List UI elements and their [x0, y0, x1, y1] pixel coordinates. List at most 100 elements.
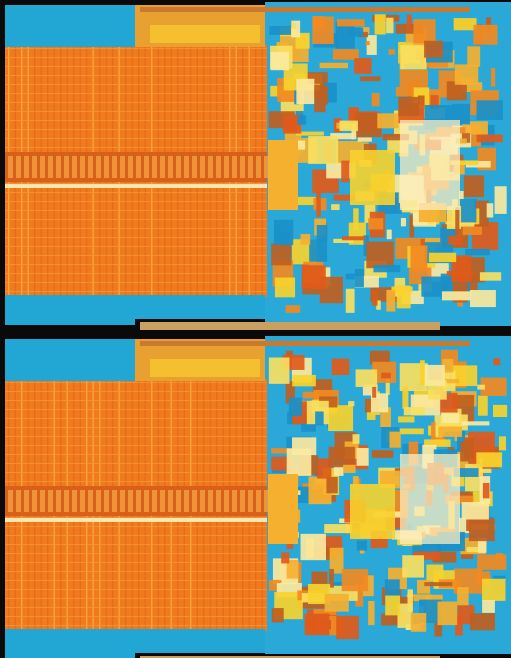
logic-block	[268, 140, 298, 210]
logic-block	[400, 45, 426, 69]
logic-block	[324, 524, 352, 533]
logic-block	[389, 432, 400, 448]
logic-block	[269, 358, 290, 384]
cache-row	[5, 273, 267, 274]
cache-cell	[64, 156, 69, 178]
die-photo	[0, 0, 511, 658]
logic-block	[431, 422, 436, 439]
cache-cell	[176, 156, 181, 178]
cache-cell	[192, 156, 197, 178]
cache-cell	[160, 156, 165, 178]
cache-cell	[168, 156, 173, 178]
logic-block	[272, 608, 284, 622]
cache-row	[5, 264, 267, 265]
logic-block	[360, 76, 380, 81]
logic-block	[309, 265, 326, 289]
cache-cell	[48, 156, 53, 178]
logic-block	[476, 452, 502, 467]
logic-block	[353, 434, 360, 444]
cache-row	[5, 400, 267, 401]
cache-cell	[104, 490, 109, 512]
cache-row	[5, 75, 267, 76]
cache-cell	[144, 490, 149, 512]
cache-row	[5, 246, 267, 247]
logic-block	[372, 93, 380, 106]
cache-cell	[256, 156, 261, 178]
cache-row	[5, 237, 267, 238]
cache-row	[5, 138, 267, 139]
logic-block	[366, 41, 370, 45]
logic-block	[328, 405, 353, 431]
logic-block	[470, 290, 496, 307]
logic-block	[455, 207, 459, 234]
cache-row	[5, 255, 267, 256]
cache-row	[5, 391, 267, 392]
cache-row	[5, 598, 267, 599]
cache-cell	[8, 156, 13, 178]
io-strip	[140, 322, 440, 330]
logic-block	[465, 249, 490, 255]
logic-block	[477, 135, 503, 143]
logic-block	[337, 19, 365, 26]
cache-cell	[56, 156, 61, 178]
logic-block	[464, 175, 484, 197]
cache-cell	[200, 490, 205, 512]
cache-cell	[136, 490, 141, 512]
cyan-block	[135, 629, 265, 653]
logic-block	[339, 121, 357, 131]
logic-block	[372, 450, 394, 458]
logic-block	[438, 426, 462, 436]
cache-row	[5, 102, 267, 103]
logic-block	[413, 19, 435, 43]
logic-block	[473, 25, 497, 45]
logic-block	[270, 52, 289, 70]
logic-block	[425, 365, 445, 386]
logic-block	[398, 416, 414, 422]
logic-block	[315, 615, 323, 632]
cache-cell	[48, 490, 53, 512]
logic-block	[289, 398, 302, 416]
cache-cell	[96, 490, 101, 512]
logic-block	[482, 600, 495, 613]
logic-block	[287, 544, 294, 549]
cache-cell	[200, 156, 205, 178]
cache-cell	[40, 156, 45, 178]
cache-row	[5, 382, 267, 383]
logic-block	[386, 290, 395, 312]
logic-block	[449, 236, 463, 245]
page-body: (() => { const NS = 'http://www.w3.org/2…	[0, 0, 511, 658]
logic-block	[354, 58, 371, 74]
strip-block	[150, 359, 260, 377]
logic-block	[478, 396, 488, 416]
logic-block	[336, 616, 359, 639]
cache-cell	[240, 156, 245, 178]
logic-block	[410, 245, 427, 271]
logic-block	[300, 234, 310, 245]
cache-cell	[216, 156, 221, 178]
logic-block	[331, 204, 339, 210]
cyan-block	[5, 295, 135, 325]
cache-cell	[104, 156, 109, 178]
logic-block	[385, 596, 400, 616]
logic-block	[398, 97, 419, 116]
logic-block	[470, 613, 495, 630]
logic-block	[386, 18, 393, 33]
cache-row	[5, 129, 267, 130]
logic-block	[315, 411, 324, 425]
cache-cell	[176, 490, 181, 512]
logic-block	[389, 49, 395, 54]
cache-row	[5, 625, 267, 626]
cache-cell	[224, 156, 229, 178]
logic-block	[424, 582, 452, 586]
cyan-block	[5, 339, 135, 381]
cache-row	[5, 84, 267, 85]
logic-block	[357, 448, 369, 466]
logic-block	[480, 272, 501, 280]
cache-cell	[224, 490, 229, 512]
logic-block	[461, 77, 475, 84]
cache-row	[5, 57, 267, 58]
logic-block	[469, 518, 495, 541]
cache-row	[5, 562, 267, 563]
cache-row	[5, 571, 267, 572]
cache-row	[5, 436, 267, 437]
